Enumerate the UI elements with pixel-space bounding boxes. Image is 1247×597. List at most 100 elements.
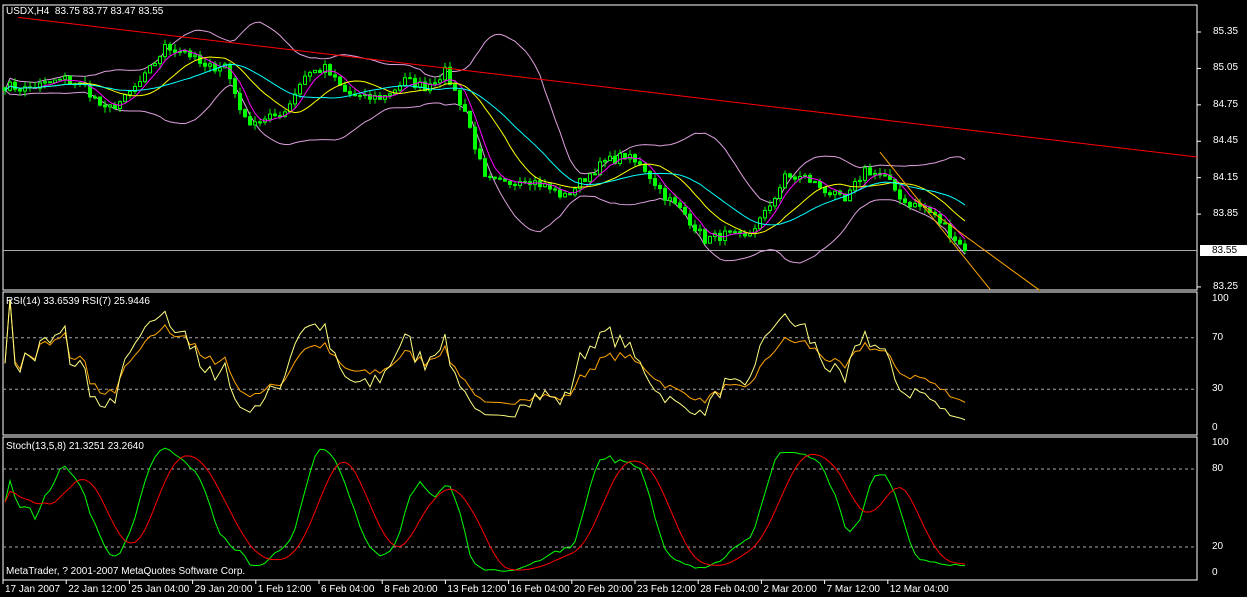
candle	[728, 230, 732, 233]
y-tick-label: 84.15	[1213, 171, 1239, 183]
rsi-tick-label: 70	[1212, 331, 1224, 343]
x-tick-label: 23 Feb 12:00	[637, 584, 696, 595]
candle	[18, 88, 22, 92]
candle	[658, 184, 662, 190]
candle	[448, 66, 452, 85]
stoch-tick-label: 100	[1212, 437, 1229, 448]
candle	[808, 174, 812, 183]
candle	[648, 170, 652, 180]
x-tick-label: 25 Jan 04:00	[131, 584, 190, 595]
current-price-label: 83.55	[1200, 244, 1247, 256]
candle	[793, 176, 797, 180]
candle	[308, 72, 312, 77]
y-tick-label: 83.25	[1213, 280, 1239, 292]
candle	[453, 83, 457, 91]
candle	[293, 93, 297, 105]
candle	[93, 96, 97, 99]
x-tick-label: 1 Feb 12:00	[257, 584, 312, 595]
candle	[518, 181, 522, 186]
trendline	[914, 199, 1041, 291]
candle	[723, 230, 727, 241]
candle	[493, 176, 497, 179]
candle	[828, 192, 832, 196]
candle	[23, 86, 27, 92]
candle	[783, 173, 787, 189]
copyright: MetaTrader, ? 2001-2007 MetaQuotes Softw…	[6, 566, 246, 577]
ma-mid-line	[4, 56, 966, 235]
candle	[818, 181, 822, 189]
candle	[358, 94, 362, 97]
candle	[388, 93, 392, 96]
candle	[343, 84, 347, 92]
candle	[898, 189, 902, 200]
candle	[733, 231, 737, 234]
candle	[788, 173, 792, 178]
rsi7-line	[4, 298, 966, 421]
candle	[963, 243, 967, 252]
candle	[158, 56, 162, 65]
candle	[753, 228, 757, 234]
candle	[368, 94, 372, 100]
candle	[398, 85, 402, 91]
candle	[538, 180, 542, 188]
candle	[98, 96, 102, 106]
candle	[553, 188, 557, 191]
candle	[58, 78, 62, 81]
main-panel	[2, 4, 1198, 291]
candle	[833, 190, 837, 196]
stoch-signal-line	[4, 453, 966, 571]
candle	[468, 110, 472, 128]
candle	[128, 90, 132, 96]
y-tick-label: 85.05	[1213, 62, 1239, 74]
candle	[443, 66, 447, 81]
candle	[438, 79, 442, 84]
candle	[858, 179, 862, 183]
candle	[583, 178, 587, 182]
candle	[258, 121, 262, 124]
candle	[763, 209, 767, 219]
candle	[153, 63, 157, 67]
candle	[208, 63, 212, 67]
candle	[108, 104, 112, 108]
ma-fast-line	[4, 49, 966, 240]
candle	[513, 183, 517, 186]
candle	[188, 50, 192, 58]
rsi14-line	[4, 298, 966, 405]
candle	[778, 187, 782, 199]
candle	[133, 85, 137, 92]
candle	[688, 213, 692, 226]
ma-slow-line	[4, 64, 966, 226]
candle	[243, 109, 247, 118]
trendline	[879, 151, 991, 290]
candle	[953, 236, 957, 241]
candle	[643, 163, 647, 172]
candle	[378, 95, 382, 100]
candle	[298, 83, 302, 95]
x-tick-label: 13 Feb 12:00	[447, 584, 507, 595]
x-tick-label: 28 Feb 04:00	[700, 584, 760, 595]
y-tick-label: 85.35	[1213, 26, 1239, 37]
candle	[233, 78, 237, 94]
rsi-tick-label: 30	[1212, 383, 1224, 395]
candle	[498, 177, 502, 180]
candle	[568, 192, 572, 196]
candle	[483, 158, 487, 177]
candle	[558, 189, 562, 198]
candle	[218, 67, 222, 72]
rsi-tick-label: 100	[1212, 293, 1229, 304]
candle	[548, 183, 552, 190]
x-tick-label: 16 Feb 04:00	[510, 584, 570, 595]
candle	[63, 75, 67, 80]
rsi-header: RSI(14) 33.6539 RSI(7) 25.9446	[6, 296, 150, 307]
candle	[883, 174, 887, 177]
candle	[113, 104, 117, 110]
rsi-tick-label: 0	[1212, 422, 1218, 433]
candle	[38, 82, 42, 89]
candle	[278, 115, 282, 118]
candle	[668, 197, 672, 201]
candle	[703, 228, 707, 244]
x-tick-label: 29 Jan 20:00	[194, 584, 253, 595]
stoch-main-line	[4, 447, 966, 572]
candle	[168, 44, 172, 51]
